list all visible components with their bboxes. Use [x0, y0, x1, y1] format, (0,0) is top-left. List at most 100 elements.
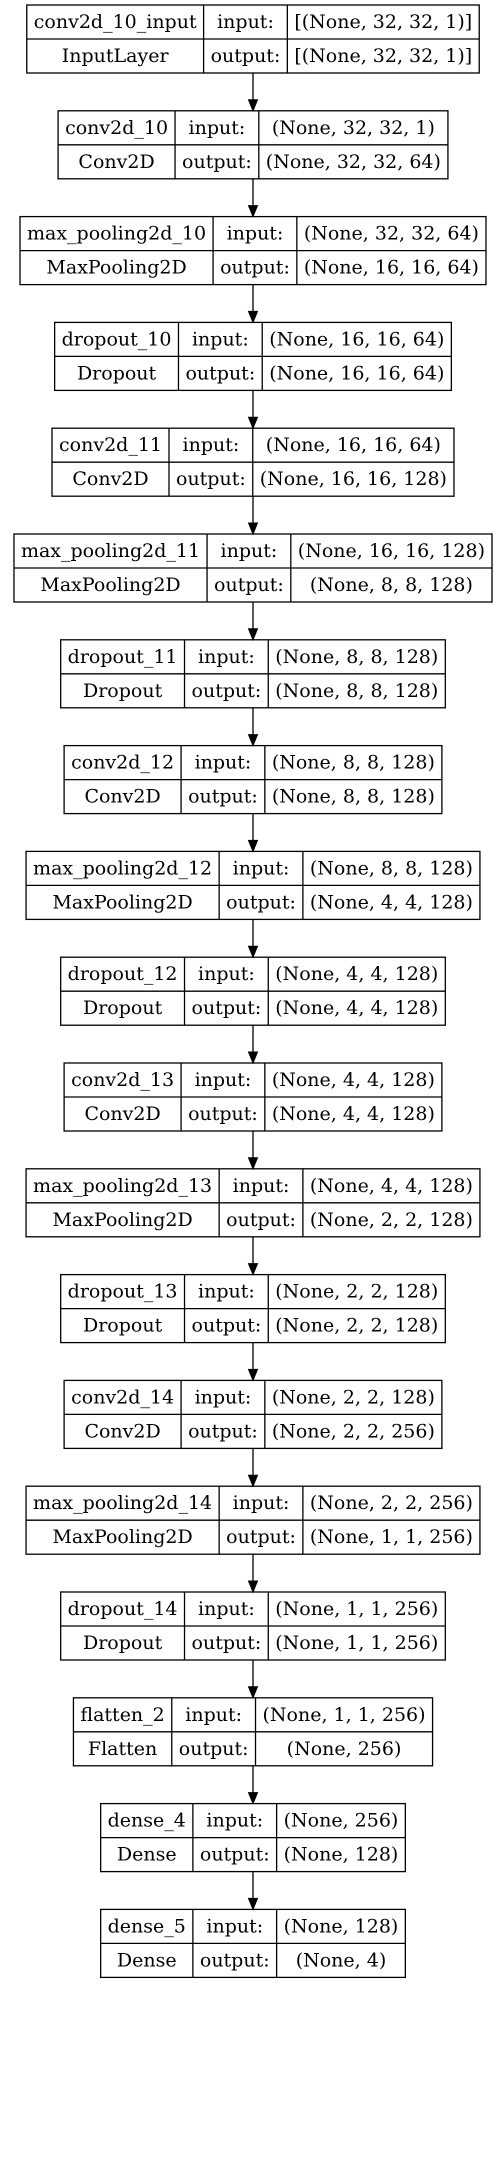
- flow-arrow-head: [247, 205, 259, 218]
- flow-arrow: [247, 813, 259, 853]
- layer-node: max_pooling2d_12 MaxPooling2D input: output…: [25, 850, 481, 921]
- input-label: input:: [189, 117, 246, 139]
- layer-node: dropout_14 Dropout input: output: (None, 1, …: [60, 1591, 446, 1661]
- output-label: output:: [176, 468, 246, 490]
- input-shape: (None, 32, 32, 1): [272, 117, 435, 139]
- layer-node: dropout_10 Dropout input: output: (None, 16,…: [53, 321, 453, 392]
- layer-type: Conv2D: [84, 1420, 160, 1442]
- input-shape: (None, 8, 8, 128): [272, 752, 435, 774]
- layer-name: flatten_2: [80, 1704, 164, 1726]
- layer-node: max_pooling2d_11 MaxPooling2D input: output…: [13, 533, 493, 603]
- input-shape: (None, 1, 1, 256): [263, 1704, 426, 1726]
- layer-node: conv2d_10 Conv2D input: output: (None, 32, 3…: [57, 110, 449, 180]
- input-shape: (None, 256): [284, 1810, 399, 1832]
- layer-name: conv2d_10_input: [34, 11, 197, 33]
- input-label: input:: [185, 1704, 242, 1726]
- flow-arrow-head: [247, 522, 259, 536]
- layer-name: conv2d_13: [71, 1069, 174, 1091]
- output-label: output:: [179, 1738, 249, 1760]
- layer-type: Dropout: [83, 1632, 163, 1654]
- layer-type: Flatten: [88, 1738, 157, 1760]
- flow-arrow: [247, 707, 259, 747]
- layer-type: MaxPooling2D: [40, 574, 180, 596]
- layer-name: dropout_12: [68, 963, 178, 985]
- output-shape: (None, 1, 1, 256): [275, 1632, 438, 1654]
- input-label: input:: [227, 223, 284, 245]
- layer-type: Dropout: [83, 680, 163, 702]
- layer-name: conv2d_14: [71, 1386, 174, 1408]
- layer-node: conv2d_14 Conv2D input: output: (None, 2, 2,…: [63, 1379, 443, 1450]
- layer-type: Dropout: [83, 1315, 163, 1337]
- input-label: input:: [198, 646, 255, 668]
- output-label: output:: [188, 1420, 258, 1442]
- layer-name: dropout_11: [68, 646, 178, 668]
- input-label: input:: [192, 328, 249, 350]
- input-shape: (None, 2, 2, 128): [272, 1386, 435, 1408]
- input-shape: (None, 2, 2, 256): [310, 1492, 473, 1514]
- layer-node: conv2d_10_input InputLayer input: output: [(…: [26, 4, 480, 74]
- layer-name: dense_4: [108, 1810, 186, 1832]
- input-shape: (None, 4, 4, 128): [275, 963, 438, 985]
- output-shape: (None, 16, 16, 128): [260, 468, 447, 490]
- flow-arrow-head: [247, 99, 259, 113]
- layer-name: conv2d_10: [65, 117, 168, 139]
- output-shape: (None, 32, 32, 64): [266, 151, 441, 173]
- input-shape: (None, 2, 2, 128): [275, 1281, 438, 1303]
- flow-arrow: [247, 1131, 259, 1171]
- output-label: output:: [188, 786, 258, 808]
- layer-node: max_pooling2d_14 MaxPooling2D input: output…: [25, 1485, 481, 1555]
- layer-node: max_pooling2d_13 MaxPooling2D input: output…: [25, 1168, 481, 1238]
- input-label: input:: [195, 1386, 252, 1408]
- output-shape: (None, 8, 8, 128): [275, 680, 438, 702]
- flow-arrow: [247, 284, 259, 324]
- input-shape: (None, 32, 32, 64): [304, 223, 479, 245]
- output-label: output:: [200, 1949, 270, 1971]
- flow-arrow-head: [247, 839, 259, 853]
- layer-node: conv2d_13 Conv2D input: output: (None, 4, 4,…: [63, 1062, 443, 1132]
- flow-arrow: [247, 496, 259, 536]
- input-label: input:: [221, 540, 278, 562]
- output-label: output:: [226, 1209, 296, 1231]
- output-label: output:: [220, 257, 290, 279]
- layer-name: max_pooling2d_11: [21, 540, 200, 562]
- flow-arrow: [247, 1236, 259, 1276]
- layer-name: dropout_10: [62, 328, 172, 350]
- flow-arrow-head: [247, 1686, 259, 1700]
- flow-arrow: [247, 1765, 259, 1805]
- flow-arrow: [247, 602, 259, 642]
- input-label: input:: [206, 1810, 263, 1832]
- flow-arrow-head: [247, 945, 259, 959]
- output-label: output:: [188, 1103, 258, 1125]
- layer-type: Conv2D: [84, 786, 160, 808]
- output-shape: (None, 2, 2, 256): [272, 1420, 435, 1442]
- flow-arrow-head: [247, 1368, 259, 1382]
- flow-arrow-head: [247, 1157, 259, 1171]
- flow-arrow: [247, 1554, 259, 1594]
- output-shape: (None, 2, 2, 128): [310, 1209, 473, 1231]
- layer-type: Conv2D: [84, 1103, 160, 1125]
- output-label: output:: [226, 1526, 296, 1548]
- input-label: input:: [233, 1175, 290, 1197]
- layer-node: dropout_13 Dropout input: output: (None, 2, …: [60, 1273, 446, 1344]
- layer-name: max_pooling2d_13: [33, 1175, 212, 1197]
- layer-type: InputLayer: [62, 45, 170, 67]
- flow-arrow-head: [247, 734, 259, 747]
- layer-node: conv2d_12 Conv2D input: output: (None, 8, 8,…: [63, 744, 443, 815]
- input-shape: (None, 8, 8, 128): [310, 857, 473, 879]
- layer-type: MaxPooling2D: [52, 1209, 192, 1231]
- layer-node: max_pooling2d_10 MaxPooling2D input: output…: [19, 215, 487, 286]
- layer-node: dropout_12 Dropout input: output: (None, 4, …: [60, 956, 446, 1026]
- layer-node: dropout_11 Dropout input: output: (None, 8, …: [60, 639, 446, 709]
- output-shape: [(None, 32, 32, 1)]: [294, 45, 472, 67]
- layer-type: Dense: [117, 1844, 177, 1866]
- flow-arrow: [247, 919, 259, 959]
- output-shape: (None, 2, 2, 128): [275, 1315, 438, 1337]
- flow-arrow: [247, 1660, 259, 1700]
- output-shape: (None, 1, 1, 256): [310, 1526, 473, 1548]
- output-label: output:: [185, 362, 255, 384]
- flow-arrow-head: [247, 1580, 259, 1594]
- layer-type: Dense: [117, 1949, 177, 1971]
- flow-arrow-head: [247, 1897, 259, 1911]
- layer-name: dropout_14: [68, 1598, 178, 1620]
